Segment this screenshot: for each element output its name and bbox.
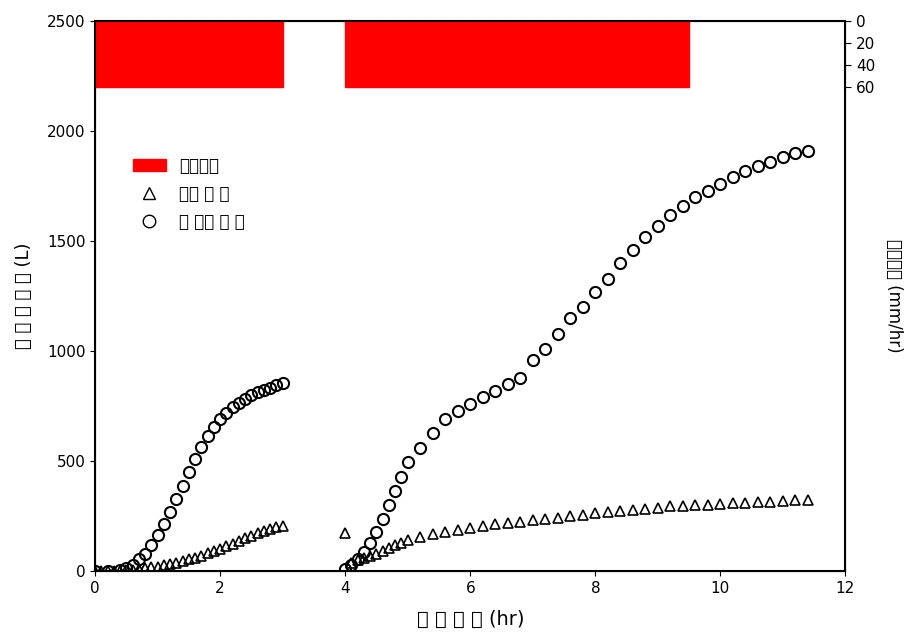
- X-axis label: 경 과 시 간 (hr): 경 과 시 간 (hr): [417, 610, 524, 629]
- Bar: [345, 21, 689, 87]
- Y-axis label: 강우강도 (mm/hr): 강우강도 (mm/hr): [885, 240, 903, 353]
- Bar: [95, 21, 283, 87]
- Y-axis label: 누 적 유 출 량 (L): 누 적 유 출 량 (L): [15, 243, 33, 350]
- Legend: 강우강도, 표면 유 출, 유 공관 유 출: 강우강도, 표면 유 출, 유 공관 유 출: [126, 151, 252, 238]
